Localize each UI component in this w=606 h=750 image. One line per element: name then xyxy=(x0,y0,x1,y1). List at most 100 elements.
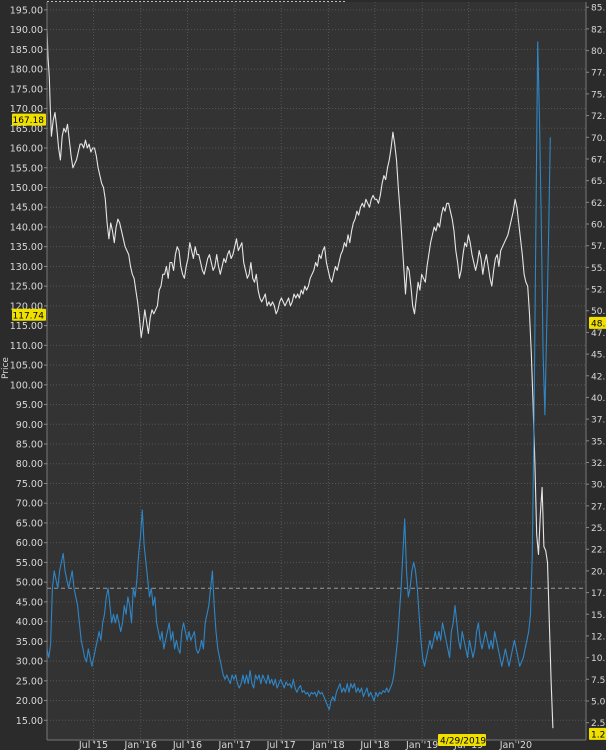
left-tick-label: 175.00 xyxy=(10,84,43,95)
left-high-badge: 167.18 xyxy=(12,113,46,126)
left-tick-label: 55.00 xyxy=(16,558,43,569)
right-tick-label: 52.5 xyxy=(591,286,606,296)
right-tick-label: 35.0 xyxy=(591,437,606,447)
left-tick-label: 170.00 xyxy=(10,104,43,115)
x-tick-label: Jan '19 xyxy=(405,740,438,750)
left-tick-label: 40.00 xyxy=(16,617,43,628)
right-tick-label: 5.0 xyxy=(591,697,606,707)
left-tick-label: 195.00 xyxy=(10,5,43,16)
left-tick-label: 45.00 xyxy=(16,597,43,608)
left-tick-label: 20.00 xyxy=(16,696,43,707)
right-tick-label: 10.0 xyxy=(591,654,606,664)
left-tick-label: 60.00 xyxy=(16,538,43,549)
right-tick-label: 12.5 xyxy=(591,632,606,642)
right-tick-label: 7.5 xyxy=(591,676,605,686)
right-tick-label: 30.0 xyxy=(591,481,606,491)
volatility-series-line xyxy=(46,41,551,711)
right-tick-label: 27.5 xyxy=(591,502,606,512)
left-low-badge: 117.74 xyxy=(12,308,46,321)
left-tick-label: 190.00 xyxy=(10,25,43,36)
right-tick-label: 70.0 xyxy=(591,134,606,144)
x-tick-label: Jul '16 xyxy=(172,740,202,750)
left-tick-label: 30.00 xyxy=(16,657,43,668)
left-tick-label: 65.00 xyxy=(16,518,43,529)
right-tick-label: 47.5 xyxy=(591,329,606,339)
right-low-badge-text: 1.20 xyxy=(591,730,606,740)
right-tick-label: 40.0 xyxy=(591,394,606,404)
left-tick-label: 95.00 xyxy=(16,400,43,411)
left-tick-label: 75.00 xyxy=(16,479,43,490)
left-tick-label: 150.00 xyxy=(10,183,43,194)
right-tick-label: 67.5 xyxy=(591,155,606,165)
right-tick-label: 15.0 xyxy=(591,611,606,621)
left-tick-label: 85.00 xyxy=(16,440,43,451)
left-tick-label: 80.00 xyxy=(16,459,43,470)
x-tick-label: Jul '17 xyxy=(266,740,296,750)
left-tick-label: 115.00 xyxy=(10,321,43,332)
x-tick-label: Jan '17 xyxy=(218,740,251,750)
right-tick-label: 85.0 xyxy=(591,4,606,14)
left-high-badge-bg xyxy=(12,113,46,126)
y-axis-label: Price xyxy=(1,357,11,379)
right-tick-label: 25.0 xyxy=(591,524,606,534)
left-tick-label: 90.00 xyxy=(16,420,43,431)
right-tick-label: 57.5 xyxy=(591,242,606,252)
right-low-badge-bg xyxy=(589,727,606,740)
crosshair-date-badge-text: 4/29/2019 xyxy=(440,737,486,747)
left-tick-label: 110.00 xyxy=(10,341,43,352)
right-tick-label: 45.0 xyxy=(591,351,606,361)
x-tick-label: Jan '20 xyxy=(499,740,532,750)
left-tick-label: 140.00 xyxy=(10,222,43,233)
right-current-badge: 48.6 xyxy=(589,316,606,329)
right-tick-label: 20.0 xyxy=(591,567,606,577)
left-tick-label: 130.00 xyxy=(10,262,43,273)
left-tick-label: 15.00 xyxy=(16,716,43,727)
right-tick-label: 37.5 xyxy=(591,416,606,426)
right-tick-label: 50.0 xyxy=(591,307,606,317)
value-badges: 167.18 117.74 48.6 1.20 4/29/2019 xyxy=(12,113,606,747)
x-tick-label: Jul '15 xyxy=(78,740,108,750)
left-tick-label: 160.00 xyxy=(10,144,43,155)
right-tick-label: 72.5 xyxy=(591,112,606,122)
right-axis: 2.5 5.0 7.5 10.0 12.5 15.0 17.5 20.0 22.5 25.0 27.… xyxy=(585,2,606,740)
right-tick-label: 62.5 xyxy=(591,199,606,209)
right-tick-label: 80.0 xyxy=(591,47,606,57)
left-tick-label: 165.00 xyxy=(10,124,43,135)
price-series-line xyxy=(46,29,554,729)
left-low-badge-bg xyxy=(12,308,46,321)
crosshair-date-badge: 4/29/2019 xyxy=(438,734,486,747)
left-tick-label: 185.00 xyxy=(10,45,43,56)
left-tick-label: 100.00 xyxy=(10,380,43,391)
right-low-badge: 1.20 xyxy=(589,727,606,740)
series-layer xyxy=(46,29,554,729)
right-tick-label: 17.5 xyxy=(591,589,606,599)
left-tick-label: 25.00 xyxy=(16,676,43,687)
right-tick-label: 22.5 xyxy=(591,546,606,556)
right-tick-label: 55.0 xyxy=(591,264,606,274)
left-high-badge-text: 167.18 xyxy=(13,116,45,126)
left-tick-label: 180.00 xyxy=(10,65,43,76)
right-tick-label: 65.0 xyxy=(591,177,606,187)
left-tick-label: 70.00 xyxy=(16,499,43,510)
x-tick-label: Jul '18 xyxy=(359,740,389,750)
right-current-badge-bg xyxy=(589,316,606,329)
left-tick-label: 35.00 xyxy=(16,637,43,648)
right-tick-label: 75.0 xyxy=(591,90,606,100)
right-tick-label: 2.5 xyxy=(591,719,605,729)
vertical-gridlines xyxy=(92,2,517,740)
left-tick-label: 135.00 xyxy=(10,242,43,253)
x-tick-label: Jan '16 xyxy=(124,740,157,750)
right-current-badge-text: 48.6 xyxy=(591,319,606,329)
x-tick-label: Jan '18 xyxy=(311,740,344,750)
left-axis: 15.00 20.00 25.00 30.00 35.00 40.00 45.00 50.00… xyxy=(10,2,48,740)
right-tick-label: 32.5 xyxy=(591,459,606,469)
right-tick-label: 82.5 xyxy=(591,25,606,35)
left-tick-label: 145.00 xyxy=(10,203,43,214)
left-tick-label: 155.00 xyxy=(10,163,43,174)
plot-area xyxy=(47,2,586,740)
left-low-badge-text: 117.74 xyxy=(13,311,45,321)
left-tick-label: 50.00 xyxy=(16,578,43,589)
crosshair-date-badge-bg xyxy=(438,734,486,746)
left-tick-label: 120.00 xyxy=(10,301,43,312)
